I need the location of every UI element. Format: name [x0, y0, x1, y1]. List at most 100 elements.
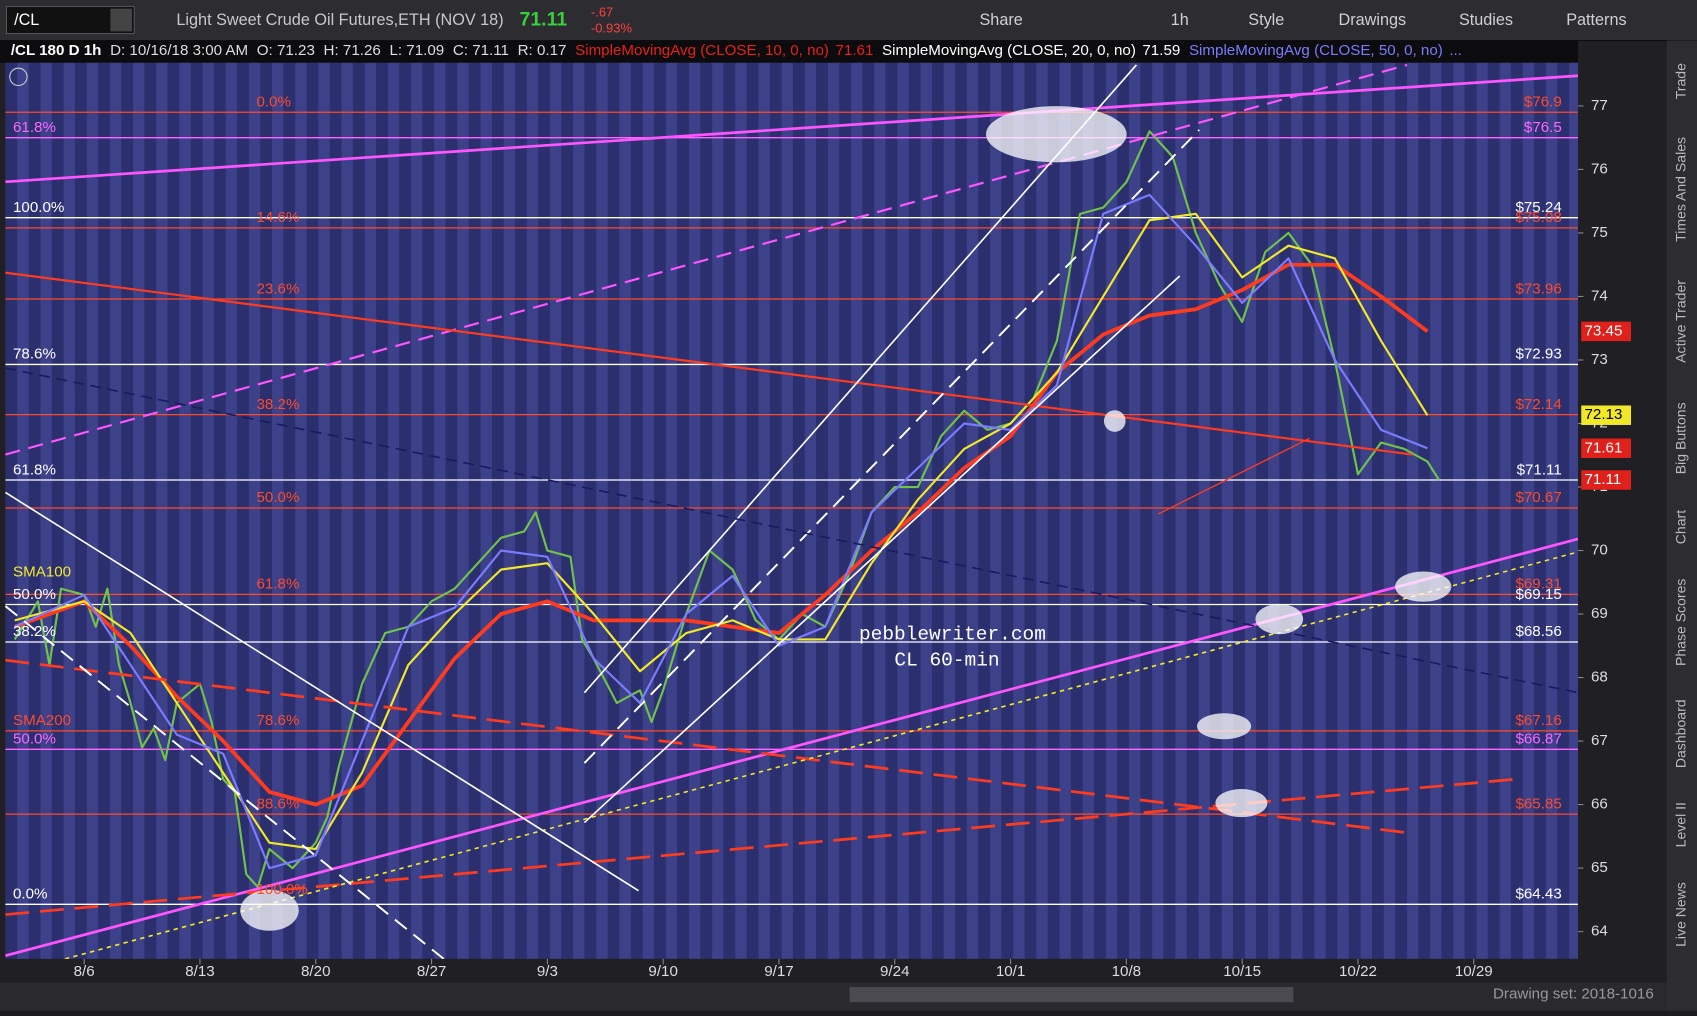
trendline: [5, 74, 1579, 184]
fib-label: 78.6%: [257, 712, 300, 729]
info-item: /CL 180 D 1h: [11, 42, 102, 59]
scrollbar: [0, 982, 1667, 1011]
fib-label: 50.0%: [13, 731, 56, 748]
side-tab[interactable]: Level II: [1673, 802, 1689, 847]
toolbar-buttons: Share 1h Style Drawings Studies Patterns: [979, 11, 1626, 29]
side-tab[interactable]: Phase Scores: [1673, 579, 1689, 666]
y-tick-label: 67: [1591, 732, 1608, 749]
fib-label: 78.6%: [13, 346, 56, 363]
info-item: C: 71.11: [453, 42, 509, 59]
side-tab[interactable]: Chart: [1673, 510, 1689, 544]
x-tick-label: 9/24: [880, 963, 909, 980]
info-bar: [0, 40, 1667, 63]
fib-label: 50.0%: [257, 489, 300, 506]
study-value: ...: [1449, 42, 1462, 59]
side-tab[interactable]: Big Buttons: [1673, 402, 1689, 474]
y-tick-label: 66: [1591, 796, 1608, 813]
toolbar-button[interactable]: Share: [979, 11, 1022, 29]
info-icon[interactable]: [9, 67, 28, 87]
price-tag: [1581, 438, 1632, 458]
side-tab[interactable]: Active Trader: [1673, 280, 1689, 363]
fib-label: 61.8%: [13, 119, 56, 136]
side-tab[interactable]: Dashboard: [1673, 699, 1689, 768]
annotation: pebblewriter.com: [859, 623, 1046, 645]
fib-label: 50.0%: [13, 586, 56, 603]
x-axis: [5, 958, 1578, 983]
fib-label: SMA100: [13, 564, 71, 581]
change: -.67: [591, 4, 613, 19]
fib-label: 88.6%: [257, 795, 300, 812]
highlight: [1197, 713, 1252, 740]
price-tag: [1581, 405, 1632, 425]
level-label: $76.9: [1524, 94, 1562, 111]
study-name: SimpleMovingAvg (CLOSE, 10, 0, no): [575, 42, 829, 59]
fib-label: 0.0%: [13, 886, 48, 903]
fib-label: 14.6%: [257, 209, 300, 226]
plot-area: [5, 62, 1578, 959]
series-line: [14, 193, 1428, 870]
toolbar-button[interactable]: Studies: [1459, 11, 1513, 29]
fib-label: 100.0%: [257, 881, 308, 898]
series-line: [14, 262, 1429, 807]
x-tick-label: 8/20: [301, 963, 330, 980]
highlight: [1255, 603, 1304, 635]
info-items: /CL 180 D 1h D: 10/16/18 3:00 AM O: 71.23 H…: [11, 42, 1462, 59]
x-tick-label: 8/27: [417, 963, 446, 980]
toolbar-button[interactable]: Style: [1248, 11, 1284, 29]
trendline: [5, 537, 1579, 957]
info-item: L: 71.09: [389, 42, 444, 59]
x-tick-label: 10/8: [1112, 963, 1141, 980]
price-tag: [1581, 321, 1632, 342]
series-line: [14, 212, 1429, 851]
info-item: H: 71.26: [324, 42, 381, 59]
x-tick-label: 10/22: [1339, 963, 1377, 980]
scroll-thumb[interactable]: [849, 987, 1294, 1003]
highlight: [1103, 410, 1126, 432]
side-tab[interactable]: Times And Sales: [1673, 137, 1689, 242]
y-tick-label: 64: [1591, 923, 1608, 940]
trendline: [5, 658, 1413, 835]
fib-label: 100.0%: [13, 199, 64, 216]
price-tag-label: 72.13: [1584, 406, 1622, 423]
level-label: $69.31: [1515, 576, 1561, 593]
price-tag-label: 73.45: [1584, 322, 1622, 339]
fib-label: 61.8%: [257, 576, 300, 593]
channel: [583, 64, 1138, 694]
y-tick-label: 75: [1591, 224, 1608, 241]
trendline: [64, 551, 1579, 960]
toolbar-button[interactable]: 1h: [1171, 11, 1189, 29]
x-tick-label: 10/15: [1223, 963, 1261, 980]
level-label: $72.93: [1515, 346, 1561, 363]
price-tag-label: 71.61: [1584, 439, 1622, 456]
study-value: 71.61: [835, 42, 873, 59]
toolbar-button[interactable]: Drawings: [1339, 11, 1407, 29]
highlight: [240, 889, 299, 931]
drawing-set: Drawing set: 2018-1016: [1493, 986, 1654, 1003]
info-item: R: 0.17: [518, 42, 567, 59]
level-label: $72.14: [1515, 396, 1561, 413]
x-tick-label: 10/1: [996, 963, 1025, 980]
dropdown[interactable]: [110, 8, 133, 32]
toolbar-button[interactable]: Patterns: [1566, 11, 1626, 29]
highlight: [1215, 788, 1268, 818]
level-label: $73.96: [1515, 280, 1561, 297]
side-tab[interactable]: Trade: [1673, 63, 1689, 99]
x-tick-label: 8/13: [185, 963, 214, 980]
trendline: [5, 367, 1579, 694]
trendline: [5, 271, 1413, 456]
level-label: $68.56: [1515, 623, 1561, 640]
channel: [583, 129, 1200, 764]
trendline: [5, 63, 1408, 456]
x-tick-label: 9/17: [764, 963, 793, 980]
x-tick-label: 9/10: [648, 963, 677, 980]
fib-label: 0.0%: [257, 94, 292, 111]
side-tab[interactable]: Live News: [1673, 882, 1689, 947]
toolbar: [0, 0, 1697, 41]
study-value: 71.59: [1142, 42, 1180, 59]
change-pct: -0.93%: [591, 21, 633, 36]
fib-label: 38.2%: [13, 623, 56, 640]
study-name: SimpleMovingAvg (CLOSE, 50, 0, no): [1189, 42, 1443, 59]
y-tick-label: 69: [1591, 605, 1608, 622]
